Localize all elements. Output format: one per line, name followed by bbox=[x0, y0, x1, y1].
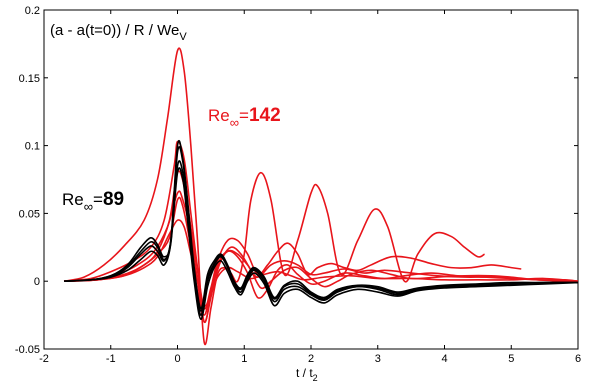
annotation-re-89: Re∞=89 bbox=[62, 189, 124, 214]
series-line-8 bbox=[63, 167, 579, 320]
x-axis-label: t / t2 bbox=[296, 366, 318, 383]
axis-ticks: -2 -1 0 1 2 3 4 5 6 -0.05 0 0.05 0.1 0.15 0.2 bbox=[15, 5, 581, 365]
x-tick-label: -1 bbox=[106, 353, 116, 365]
series-line-7 bbox=[63, 160, 579, 316]
x-tick-label: 0 bbox=[174, 353, 180, 365]
x-tick-label: 3 bbox=[375, 353, 381, 365]
y-axis-label: (a - a(t=0)) / R / WeV bbox=[50, 22, 187, 43]
x-tick-label: 2 bbox=[308, 353, 314, 365]
x-tick-label: 1 bbox=[241, 353, 247, 365]
annotation-re-142: Re∞=142 bbox=[208, 105, 281, 130]
y-tick-label: -0.05 bbox=[15, 344, 40, 356]
y-tick-label: 0.05 bbox=[19, 208, 40, 220]
y-tick-label: 0 bbox=[34, 276, 40, 288]
series-line-0 bbox=[63, 47, 485, 346]
x-tick-label: 5 bbox=[508, 353, 514, 365]
x-tick-label: 4 bbox=[441, 353, 447, 365]
y-tick-label: 0.1 bbox=[25, 141, 40, 153]
series-line-1 bbox=[63, 140, 522, 310]
x-tick-label: -2 bbox=[39, 353, 49, 365]
x-tick-label: 6 bbox=[575, 353, 581, 365]
series-line-9 bbox=[63, 146, 579, 312]
y-tick-label: 0.2 bbox=[25, 5, 40, 17]
y-tick-label: 0.15 bbox=[19, 73, 40, 85]
series-layer bbox=[63, 47, 579, 346]
